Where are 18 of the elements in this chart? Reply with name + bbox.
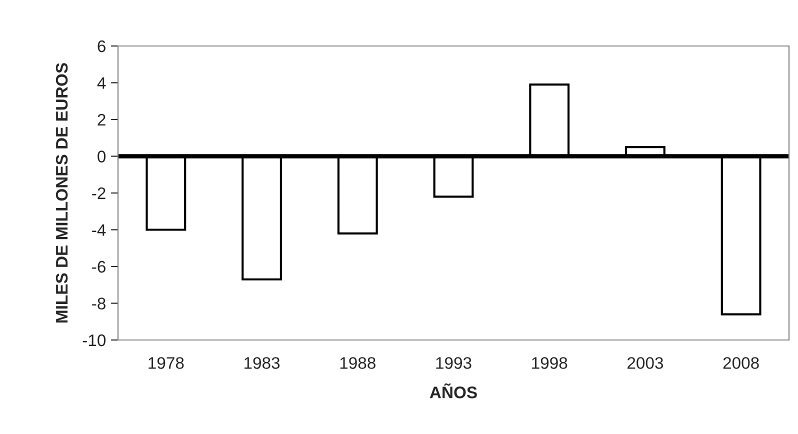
y-tick-label: -4 bbox=[92, 224, 106, 236]
x-tick-label: 1983 bbox=[244, 357, 280, 369]
y-tick-label: 6 bbox=[98, 40, 106, 52]
y-tick-label: 2 bbox=[98, 114, 106, 126]
y-axis-title: MILES DE MILLONES DE EUROS bbox=[56, 63, 68, 322]
x-tick-label: 1993 bbox=[436, 357, 472, 369]
y-tick-label: -8 bbox=[92, 298, 106, 310]
x-tick-label: 1998 bbox=[532, 357, 568, 369]
x-tick-label: 2008 bbox=[723, 357, 759, 369]
y-tick-label: -10 bbox=[82, 334, 106, 346]
y-tick-label: -6 bbox=[92, 260, 106, 273]
x-tick-label: 2003 bbox=[628, 357, 664, 369]
y-tick-label: -2 bbox=[92, 187, 106, 200]
y-tick-label: 4 bbox=[97, 77, 106, 89]
y-tick-label: 0 bbox=[98, 150, 106, 162]
x-axis-title: AÑOS bbox=[430, 383, 477, 398]
x-tick-label: 1978 bbox=[148, 357, 184, 369]
x-tick-label: 1988 bbox=[340, 357, 376, 369]
